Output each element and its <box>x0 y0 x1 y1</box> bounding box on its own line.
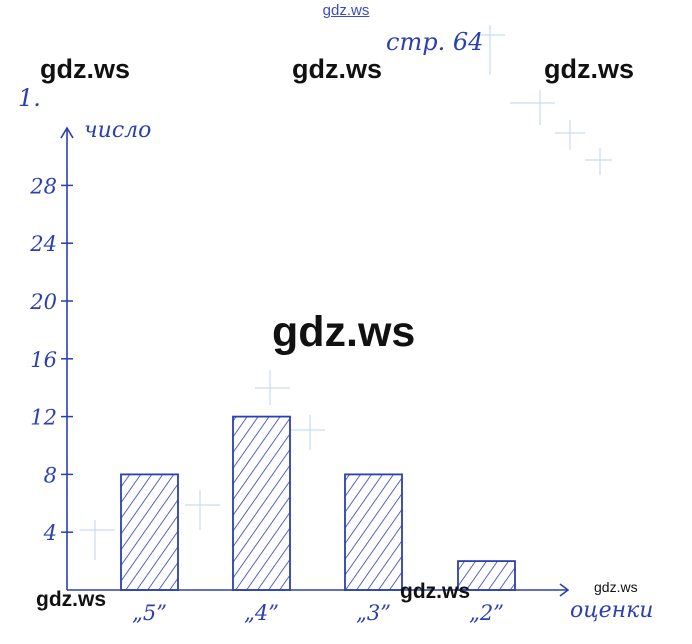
x-tick-label: „3” <box>356 601 391 625</box>
watermark-center: gdz.ws <box>292 54 383 84</box>
y-axis-ticks: 4 8 12 16 20 24 28 <box>29 174 73 545</box>
task-number: 1. <box>18 84 41 112</box>
bar-rect <box>344 473 403 591</box>
x-axis-label: оценки <box>570 598 654 623</box>
y-tick-label: 4 <box>43 521 57 545</box>
bar-rect <box>120 473 179 591</box>
bar <box>457 560 516 591</box>
y-tick-label: 16 <box>30 348 57 372</box>
x-tick-label: „5” <box>132 601 167 625</box>
x-axis-arrow <box>559 583 570 597</box>
y-tick-label: 8 <box>44 463 57 487</box>
bars <box>120 415 516 591</box>
page-reference: стр. 64 <box>386 28 484 56</box>
faint-background-grid <box>80 25 612 560</box>
y-axis-label: число <box>84 118 152 143</box>
x-tick-label: „4” <box>244 601 279 625</box>
x-axis-tick-labels: „5” „4” „3” „2” <box>132 601 504 625</box>
watermark-bottom-left: gdz.ws <box>36 588 107 611</box>
x-tick-label: „2” <box>469 601 504 625</box>
bar-rect <box>232 415 291 591</box>
y-tick-label: 24 <box>29 232 57 256</box>
y-tick-label: 12 <box>30 406 57 430</box>
bar <box>232 415 291 591</box>
watermark-left: gdz.ws <box>40 54 131 84</box>
watermark-big: gdz.ws <box>272 308 416 356</box>
bar <box>344 473 403 591</box>
y-tick-label: 20 <box>29 290 57 314</box>
watermark-right: gdz.ws <box>544 54 635 84</box>
watermark-top[interactable]: gdz.ws <box>322 2 370 19</box>
y-axis-arrow <box>60 126 74 139</box>
bar-rect <box>457 560 516 591</box>
watermark-bottom-center: gdz.ws <box>400 580 471 603</box>
watermark-bottom-right: gdz.ws <box>594 579 638 595</box>
y-tick-label: 28 <box>29 174 57 198</box>
bar <box>120 473 179 591</box>
